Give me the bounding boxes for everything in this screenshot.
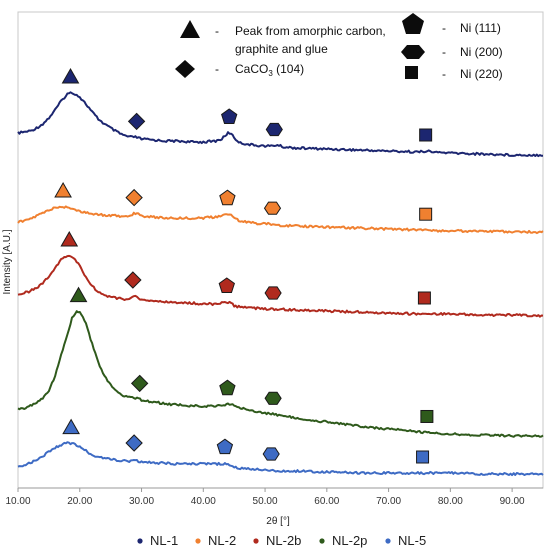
series-lines (17, 91, 544, 477)
peak-key: - Peak from amorphic carbon, graphite an… (175, 13, 503, 81)
legend-swatch-nl-2 (195, 538, 201, 544)
key-pentagon-icon (402, 13, 424, 34)
series-line-nl-2b (17, 254, 544, 318)
marker-diamond-nl-2 (125, 188, 143, 207)
marker-diamond-nl-2b (124, 271, 142, 289)
marker-diamond-nl-1 (127, 112, 146, 131)
marker-square-nl-2b (417, 291, 431, 305)
marker-diamond-nl-5 (125, 434, 143, 452)
x-axis-ticks: 10.00 20.00 30.00 40.00 50.00 60.00 70.00 80.00… (5, 488, 525, 507)
marker-square-nl-2 (419, 207, 433, 221)
legend-swatch-nl-2p (319, 538, 325, 544)
key-hexagon-icon (401, 45, 425, 59)
marker-diamond-nl-2p (130, 374, 149, 393)
key-triangle-label-2: graphite and glue (235, 42, 328, 56)
peak-markers (54, 67, 434, 464)
marker-triangle-nl-1 (61, 67, 80, 84)
key-square-label: Ni (220) (460, 67, 503, 81)
series-line-nl-1 (17, 91, 543, 158)
marker-hexagon-nl-2p (264, 391, 282, 405)
x-tick-label: 80.00 (438, 496, 463, 507)
marker-square-nl-2p (420, 409, 434, 423)
marker-pentagon-nl-5 (216, 438, 234, 455)
x-axis-title: 2θ [°] (266, 516, 290, 527)
key-diamond-dash: - (215, 62, 219, 76)
key-triangle-dash: - (215, 24, 219, 38)
x-tick-label: 40.00 (191, 496, 216, 507)
key-diamond-label-sub: 3 (268, 69, 273, 78)
marker-square-nl-5 (416, 450, 430, 464)
key-diamond-label-main: CaCO (235, 62, 268, 76)
x-tick-label: 70.00 (376, 496, 401, 507)
x-tick-label: 20.00 (67, 496, 92, 507)
marker-pentagon-nl-2b (218, 277, 235, 293)
key-diamond-label: CaCO3 (104) (235, 62, 304, 78)
marker-triangle-nl-2 (54, 181, 72, 198)
marker-hexagon-nl-1 (265, 122, 283, 137)
marker-square-nl-1 (419, 128, 433, 142)
key-pentagon-dash: - (442, 21, 446, 35)
key-diamond-label-rest: (104) (273, 62, 304, 76)
marker-hexagon-nl-2b (264, 286, 282, 300)
marker-pentagon-nl-1 (221, 108, 238, 124)
marker-triangle-nl-2p (69, 286, 88, 303)
legend-swatch-nl-1 (137, 538, 143, 544)
x-tick-label: 60.00 (314, 496, 339, 507)
x-tick-label: 30.00 (129, 496, 154, 507)
series-legend: NL-1 NL-2 NL-2b NL-2p NL-5 (137, 533, 426, 548)
legend-swatch-nl-5 (385, 538, 391, 544)
key-diamond-icon (175, 60, 195, 78)
legend-label-nl-2b: NL-2b (266, 533, 301, 548)
series-line-nl-2p (17, 310, 544, 438)
key-square-dash: - (442, 67, 446, 81)
legend-label-nl-1: NL-1 (150, 533, 178, 548)
key-hexagon-dash: - (442, 45, 446, 59)
x-tick-label: 90.00 (500, 496, 525, 507)
key-hexagon-label: Ni (200) (460, 45, 503, 59)
series-line-nl-5 (17, 441, 544, 477)
key-square-icon (405, 66, 418, 79)
legend-label-nl-2p: NL-2p (332, 533, 367, 548)
y-axis-title: Intensity [A.U.] (2, 229, 13, 294)
marker-hexagon-nl-5 (262, 447, 280, 461)
legend-swatch-nl-2b (253, 538, 259, 544)
marker-pentagon-nl-2 (219, 189, 236, 206)
key-triangle-icon (180, 20, 200, 38)
x-tick-label: 50.00 (253, 496, 278, 507)
key-pentagon-label: Ni (111) (460, 21, 501, 35)
marker-pentagon-nl-2p (219, 379, 236, 396)
key-triangle-label-1: Peak from amorphic carbon, (235, 24, 386, 38)
marker-hexagon-nl-2 (263, 201, 282, 215)
legend-label-nl-5: NL-5 (398, 533, 426, 548)
series-line-nl-2 (17, 205, 544, 235)
x-tick-label: 10.00 (5, 496, 30, 507)
marker-triangle-nl-2b (60, 230, 79, 247)
marker-triangle-nl-5 (62, 418, 80, 435)
legend-label-nl-2: NL-2 (208, 533, 236, 548)
